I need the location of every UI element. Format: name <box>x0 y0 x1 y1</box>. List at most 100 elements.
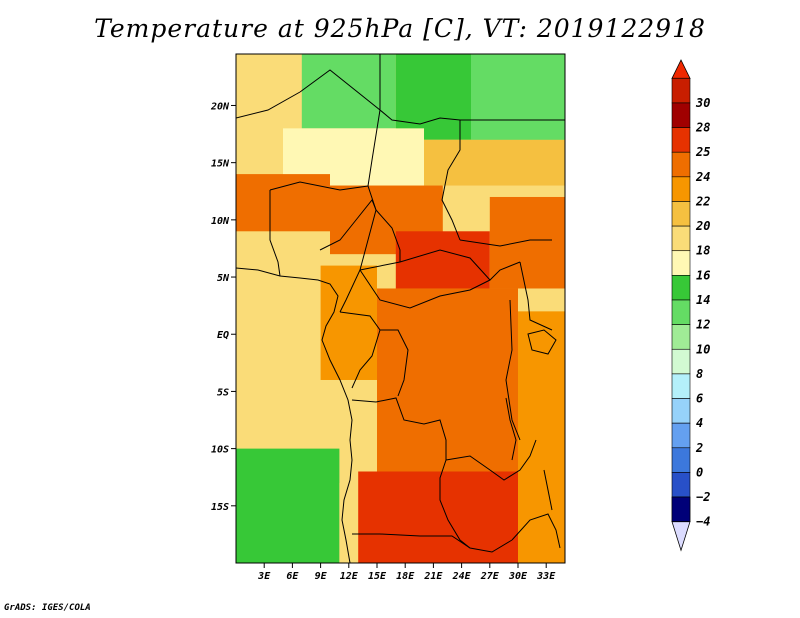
border-angola-north <box>351 397 447 460</box>
colorbar-label: 10 <box>696 342 710 356</box>
colorbar-label: −2 <box>696 490 710 504</box>
chart-title: Temperature at 925hPa [C], VT: 201912291… <box>94 14 706 43</box>
plot-frame <box>235 53 566 564</box>
field-region-mozambique-malawi <box>518 471 565 563</box>
border-niger-chad <box>367 109 381 211</box>
y-tick-label: 10N <box>211 216 230 227</box>
colorbar-label: −4 <box>696 515 710 529</box>
x-tick-label: 21E <box>423 571 443 582</box>
x-tick-label: 9E <box>315 571 328 582</box>
x-axis: 3E 6E 9E 12E 15E 18E 21E 24E 27E 30E 33E <box>257 563 556 582</box>
border-niger-nigeria <box>269 181 369 191</box>
field-region-sahara-north-central <box>301 54 396 129</box>
field-region-egypt-sudan-north <box>471 54 565 152</box>
y-axis: 20N 15N 10N 5N EQ 5S 10S 15S <box>210 101 236 513</box>
colorbar-label: 22 <box>695 194 710 208</box>
x-tick-label: 27E <box>480 571 500 582</box>
field-region-south-sudan <box>489 196 565 289</box>
colorbar-label: 20 <box>695 219 710 233</box>
colorbar-label: 4 <box>696 416 703 430</box>
border-angola-zambia <box>439 459 471 549</box>
border-libya-egypt <box>379 54 461 125</box>
colorbar-swatch <box>671 151 691 178</box>
country-borders <box>236 54 565 563</box>
border-uganda-kenya <box>519 261 553 331</box>
lake-victoria <box>527 329 557 355</box>
field-region-sudan-belt <box>424 139 565 186</box>
colorbar-swatch <box>671 348 691 375</box>
colorbar-swatch <box>671 422 691 449</box>
x-tick-label: 6E <box>286 571 299 582</box>
colorbar-swatch <box>671 447 691 473</box>
colorbar-label: 24 <box>695 170 710 184</box>
colorbar-label: 18 <box>696 244 710 258</box>
colorbar-swatch <box>671 373 691 399</box>
y-tick-label: EQ <box>217 330 229 341</box>
lake-malawi <box>543 469 553 511</box>
y-tick-label: 5S <box>217 387 229 398</box>
colorbar-swatch <box>671 102 691 128</box>
border-zambia-drc <box>445 439 537 481</box>
border-car-drc <box>359 269 491 309</box>
y-tick-label: 10S <box>211 445 229 456</box>
colorbar-over-arrow <box>671 59 691 79</box>
temperature-field <box>236 54 565 563</box>
grads-credit: GrADS: IGES/COLA <box>4 603 91 613</box>
colorbar-swatch <box>671 78 691 104</box>
border-nigeria-benin <box>269 190 281 277</box>
colorbar-swatch <box>671 472 691 498</box>
coastline-west-africa <box>236 267 353 563</box>
x-tick-label: 12E <box>340 571 359 582</box>
field-region-east-africa-highlands <box>518 311 565 472</box>
x-tick-label: 18E <box>396 571 415 582</box>
field-region-sahel-west <box>236 174 330 232</box>
colorbar-label: 25 <box>695 145 710 159</box>
border-algeria-mali <box>236 91 301 119</box>
colorbar-swatch-bottom <box>671 496 691 522</box>
border-chad-sudan <box>441 120 461 241</box>
colorbar-swatch <box>671 299 691 325</box>
y-tick-label: 20N <box>210 101 230 112</box>
colorbar-label: 8 <box>696 367 703 381</box>
border-south-sudan <box>459 239 552 247</box>
border-drc-east <box>505 299 521 441</box>
y-tick-label: 5N <box>217 273 230 284</box>
colorbar-swatch <box>671 250 691 276</box>
field-region-congo-basin <box>377 288 518 472</box>
colorbar-swatch <box>671 176 691 202</box>
border-congo-drc <box>380 329 409 397</box>
border-chad-cameroon-car <box>375 209 401 262</box>
y-tick-label: 15N <box>211 159 230 170</box>
x-tick-label: 30E <box>508 571 528 582</box>
border-gabon-congo <box>339 311 381 389</box>
colorbar-swatch <box>671 275 691 301</box>
y-tick-label: 15S <box>211 502 229 513</box>
x-tick-label: 15E <box>368 571 387 582</box>
border-libya-niger <box>299 69 381 111</box>
border-namibia-angola <box>352 533 513 553</box>
colorbar-swatch <box>671 398 691 424</box>
x-tick-label: 33E <box>536 571 556 582</box>
colorbar-swatch <box>671 201 691 227</box>
field-region-libya-egypt-border <box>395 54 471 140</box>
colorbar-swatch <box>671 324 691 350</box>
field-region-angola-coast-ocean-south <box>236 448 340 563</box>
colorbar-swatch <box>671 225 691 252</box>
colorbar-label: 0 <box>696 465 703 479</box>
field-region-central-african-republic <box>395 231 490 289</box>
colorbar-under-arrow <box>671 521 691 552</box>
colorbar-label: 14 <box>696 293 710 307</box>
colorbar-label: 2 <box>695 441 703 455</box>
colorbar-label: 30 <box>695 96 710 110</box>
field-region-angola-zambia-south <box>358 471 518 563</box>
border-zimbabwe <box>511 513 561 549</box>
colorbar-label: 6 <box>696 392 703 406</box>
lake-tanganyika <box>505 397 517 461</box>
field-region-sahara-northwest <box>236 54 302 129</box>
x-tick-label: 24E <box>452 571 472 582</box>
colorbar-label: 16 <box>696 268 710 282</box>
colorbar-label: 12 <box>696 318 710 332</box>
x-tick-label: 3E <box>257 571 271 582</box>
